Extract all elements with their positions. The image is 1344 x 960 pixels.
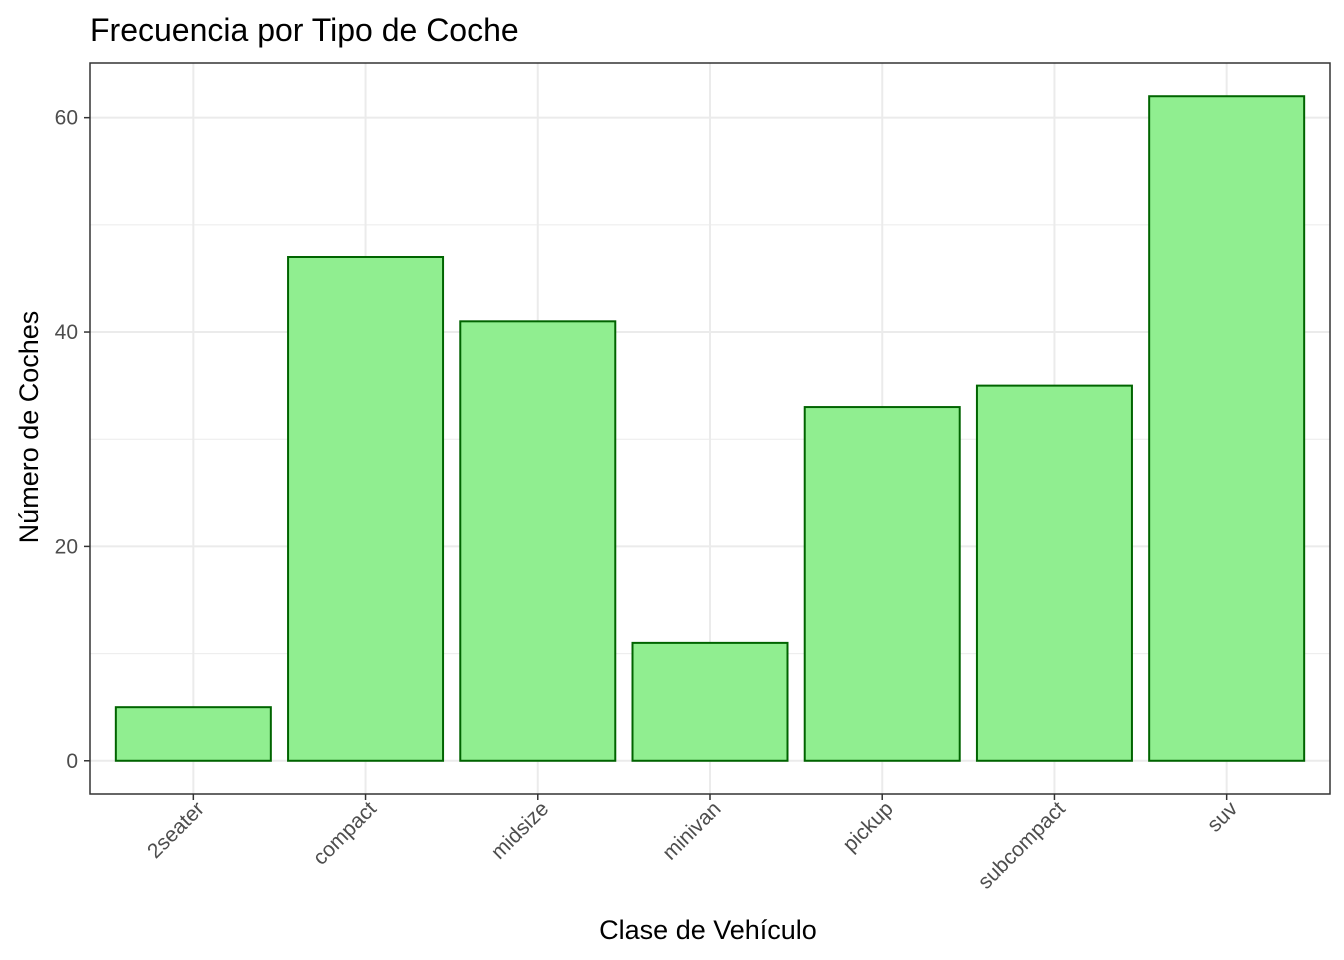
y-tick-label: 0 [66,750,78,773]
y-tick-label: 40 [55,321,78,344]
x-tick-label-midsize: midsize [487,797,554,864]
bar-subcompact [975,384,1133,762]
x-tick-label-compact: compact [309,797,382,870]
y-axis: 0 20 40 60 [55,107,90,773]
bar-compact [287,256,445,762]
x-tick-label-minivan: minivan [658,797,725,864]
bar-2seater [114,706,272,762]
x-axis: 2seater compact midsize minivan pickup subcom… [143,794,1243,894]
x-tick-label-2seater: 2seater [143,797,209,863]
bar-minivan [631,641,789,762]
bars [114,95,1306,762]
x-tick-label-subcompact: subcompact [974,797,1070,893]
bar-pickup [803,406,961,762]
bar-midsize [459,320,617,762]
chart-title: Frecuencia por Tipo de Coche [90,12,519,48]
bar-suv [1148,95,1306,762]
y-tick-label: 20 [55,535,78,558]
y-axis-title: Número de Coches [14,311,44,544]
x-tick-label-pickup: pickup [839,797,898,856]
x-tick-label-suv: suv [1203,797,1243,837]
y-tick-label: 60 [55,107,78,130]
x-axis-title: Clase de Vehículo [599,915,817,945]
